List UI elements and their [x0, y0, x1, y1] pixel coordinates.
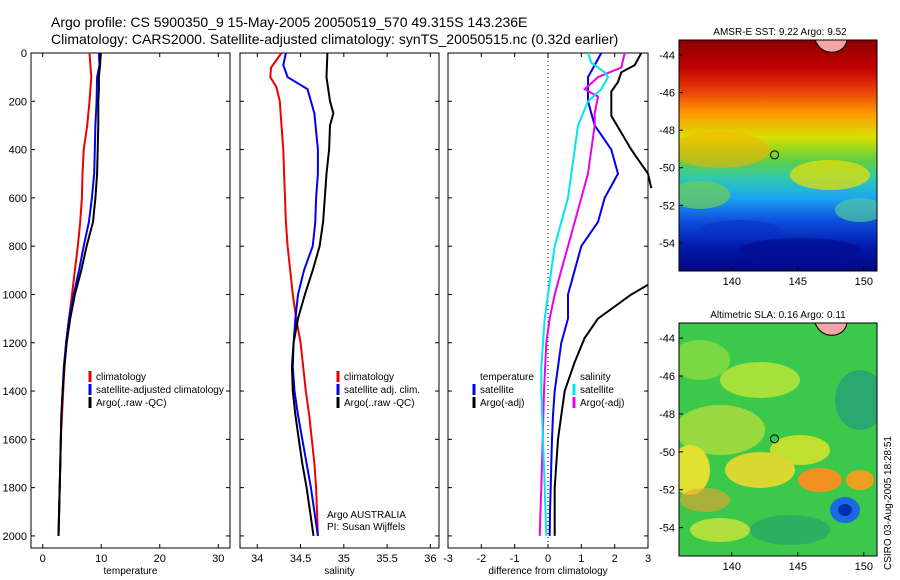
salinity-xtick-label: 34 — [251, 553, 263, 565]
sst_map-xtick-label: 140 — [723, 276, 741, 288]
legend-label: satellite adj. clim. — [344, 385, 420, 396]
sla_map-xtick-label: 140 — [723, 561, 741, 573]
legend-label: salinity — [580, 372, 611, 383]
salinity-axes-box — [239, 52, 440, 549]
difference-xtick-label: 3 — [645, 553, 651, 565]
legend-label: Argo(..raw -QC) — [96, 398, 167, 409]
temperature-ytick-label: 1600 — [3, 434, 27, 446]
sst-map-title: AMSR-E SST: 9.22 Argo: 9.52 — [713, 27, 847, 38]
legend-label: satellite — [580, 385, 614, 396]
sla-map-title: Altimetric SLA: 0.16 Argo: 0.11 — [710, 310, 846, 321]
temperature-ytick-label: 200 — [9, 96, 27, 108]
land-icon — [814, 322, 848, 336]
legend-label: Argo(-adj) — [580, 398, 624, 409]
temperature-ytick-label: 400 — [9, 145, 27, 157]
salinity-xtick-label: 34.5 — [290, 553, 311, 565]
temperature-series-2 — [57, 52, 102, 536]
sla-map: Altimetric SLA: 0.16 Argo: 0.11 140 145 15… — [659, 310, 878, 573]
sst_map-ytick-label: -52 — [659, 200, 675, 212]
difference-xtick-label: -3 — [443, 553, 453, 565]
sst_map-ytick-label: -54 — [659, 238, 675, 250]
difference-series-2 — [553, 283, 649, 536]
temperature-ytick-label: 1800 — [3, 483, 27, 495]
temperature-ytick-label: 1000 — [3, 289, 27, 301]
float-marker-icon — [770, 434, 780, 444]
temperature-xtick-label: 10 — [95, 553, 107, 565]
legend-label: satellite — [480, 385, 514, 396]
difference-series-1 — [610, 52, 653, 189]
temperature-ytick-label: 2000 — [3, 531, 27, 543]
credit-line-2: PI: Susan Wijffels — [327, 522, 405, 533]
sla_map-xtick-label: 145 — [789, 561, 807, 573]
sla_map-ytick-label: -46 — [659, 371, 675, 383]
salinity-xtick-label: 35.5 — [376, 553, 397, 565]
salinity-xtick-label: 35 — [338, 553, 350, 565]
salinity-panel: 34 34.5 35 35.5 36 salinity climatology satelli… — [239, 52, 440, 577]
sst_map-xtick-label: 145 — [789, 276, 807, 288]
legend-label: climatology — [96, 372, 146, 383]
difference-series-0 — [548, 52, 620, 536]
temperature-panel: 0 10 20 30 temperature 0 200 400 600 800 1000 1200 1… — [3, 48, 231, 577]
float-marker-icon — [770, 150, 780, 160]
temperature-axes-box — [30, 52, 231, 549]
sst_map-ytick-label: -50 — [659, 163, 675, 175]
sst_map-frame — [678, 39, 878, 272]
temperature-xtick-label: 30 — [212, 553, 224, 565]
salinity-series-0 — [269, 52, 319, 536]
land-icon — [814, 39, 848, 53]
sla_map-frame — [678, 322, 878, 557]
legend-label: climatology — [344, 372, 394, 383]
difference-xtick-label: 2 — [612, 553, 618, 565]
sst_map-ytick-label: -44 — [659, 50, 675, 62]
legend-label: satellite-adjusted climatology — [96, 385, 224, 396]
sst-map: AMSR-E SST: 9.22 Argo: 9.52 140 145 150 -44… — [659, 27, 878, 288]
salinity-xlabel: salinity — [324, 566, 355, 577]
difference-series-3 — [538, 52, 626, 536]
difference-xlabel: difference from climatology — [488, 566, 607, 577]
sla_map-ytick-label: -52 — [659, 485, 675, 497]
legend-label: temperature — [480, 372, 534, 383]
temperature-xtick-label: 20 — [154, 553, 166, 565]
credit-line-1: Argo AUSTRALIA — [327, 510, 406, 521]
sla-field — [679, 323, 877, 556]
legend-label: Argo(..raw -QC) — [344, 398, 415, 409]
difference-xtick-label: -2 — [476, 553, 486, 565]
temperature-xtick-label: 0 — [40, 553, 46, 565]
salinity-series-2 — [290, 52, 335, 537]
header-line-1: Argo profile: CS 5900350_9 15-May-2005 2… — [51, 14, 527, 30]
timestamp: CSIRO 03-Aug-2005 18:28:51 — [883, 436, 894, 570]
temperature-ytick-label: 1200 — [3, 338, 27, 350]
temperature-ytick-label: 0 — [21, 48, 27, 60]
difference-xtick-label: -1 — [510, 553, 520, 565]
salinity-xtick-label: 36 — [424, 553, 436, 565]
sla_map-xtick-label: 150 — [855, 561, 873, 573]
sla_map-ytick-label: -48 — [659, 409, 675, 421]
sla_map-ytick-label: -50 — [659, 447, 675, 459]
difference-xtick-label: 1 — [578, 553, 584, 565]
header-line-2: Climatology: CARS2000. Satellite-adjuste… — [51, 31, 618, 47]
sst_map-ytick-label: -48 — [659, 125, 675, 137]
legend-label: Argo(-adj) — [480, 398, 524, 409]
temperature-ytick-label: 800 — [9, 241, 27, 253]
sst_map-ytick-label: -46 — [659, 88, 675, 100]
temperature-ytick-label: 1400 — [3, 386, 27, 398]
temperature-ytick-label: 600 — [9, 193, 27, 205]
difference-panel: -3 -2 -1 0 1 2 3 difference from climatology tem… — [443, 52, 653, 577]
sst_map-xtick-label: 150 — [855, 276, 873, 288]
sla_map-ytick-label: -54 — [659, 523, 675, 535]
temperature-xlabel: temperature — [104, 566, 158, 577]
difference-series-4 — [540, 52, 610, 536]
sla_map-ytick-label: -44 — [659, 333, 675, 345]
sst-field — [679, 40, 877, 271]
difference-xtick-label: 0 — [545, 553, 551, 565]
salinity-series-1 — [282, 52, 319, 537]
